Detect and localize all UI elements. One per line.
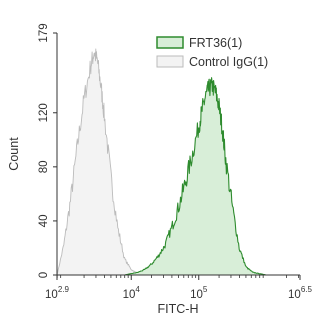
legend-label-frt36: FRT36(1) [189,36,242,50]
plot-area [56,48,267,276]
y-tick-label: 80 [38,160,50,173]
legend-swatch-control [156,55,184,68]
legend: FRT36(1) Control IgG(1) [156,36,268,69]
x-tick-label: 105 [190,285,208,301]
ticks: 0 40 80 120 179 102.9 104 105 106.5 [38,23,312,301]
y-tick-label: 40 [38,215,50,228]
y-tick-label: 120 [38,103,50,122]
x-tick-label: 102.9 [45,285,69,301]
legend-label-control: Control IgG(1) [189,55,268,69]
x-tick-label: 104 [123,285,141,301]
y-tick-label: 179 [38,23,50,42]
y-axis-title: Count [7,137,21,171]
legend-swatch-frt36 [156,36,184,49]
histogram-series-frt36 [123,77,267,276]
x-axis-title: FITC-H [158,302,199,316]
x-tick-label: 106.5 [288,285,312,301]
y-tick-label: 0 [38,272,50,278]
histogram-series-control-igg [56,48,146,276]
